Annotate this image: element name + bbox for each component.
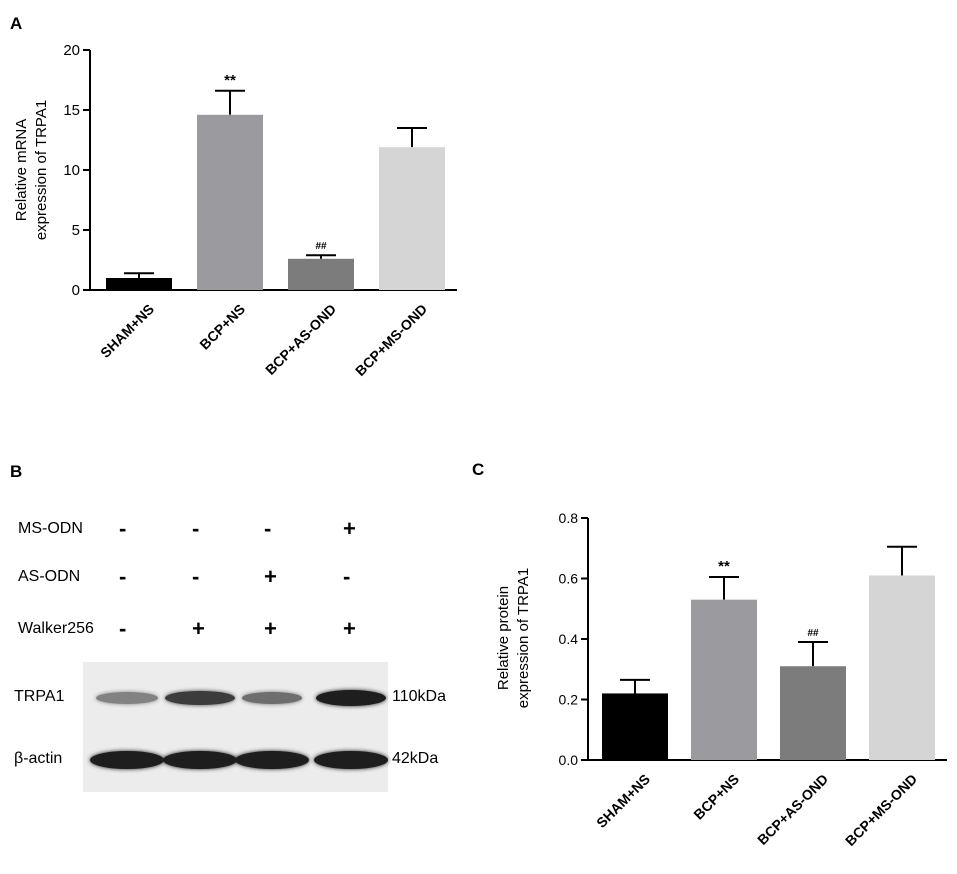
chart-c-bar — [780, 666, 846, 760]
panel-label-c: C — [472, 460, 485, 479]
blot-condition-label: AS-ODN — [18, 568, 81, 585]
chart-a-y-tick-label: 10 — [63, 162, 80, 179]
chart-a-y-tick-label: 20 — [63, 42, 80, 59]
blot-band — [165, 691, 235, 705]
blot-band — [235, 751, 309, 769]
plus-sign: + — [264, 564, 277, 589]
chart-a-significance-mark: ## — [315, 241, 327, 252]
chart-a-bar — [106, 278, 172, 290]
plus-sign: + — [192, 616, 205, 641]
chart-a-y-axis-label: Relative mRNA — [13, 119, 30, 222]
chart-a-y-tick-label: 15 — [63, 102, 80, 119]
blot-band — [96, 692, 158, 704]
chart-c-y-tick-label: 0.6 — [559, 571, 579, 587]
chart-c-bar — [869, 575, 935, 760]
chart-c-y-axis-label: Relative protein — [495, 586, 512, 690]
minus-sign: - — [119, 616, 127, 641]
blot-kda-label: 110kDa — [392, 688, 446, 705]
chart-c-bar — [691, 599, 757, 760]
blot-row-label: β-actin — [14, 750, 63, 767]
chart-c-x-tick-label: BCP+NS — [690, 771, 742, 823]
chart-c-bar — [602, 693, 668, 760]
chart-a-y-tick-label: 5 — [72, 222, 80, 239]
minus-sign: - — [343, 564, 351, 589]
panel-label-b: B — [10, 462, 23, 481]
minus-sign: - — [192, 564, 200, 589]
blot-band — [90, 751, 164, 769]
plus-sign: + — [343, 516, 356, 541]
chart-a-x-tick-label: BCP+AS-OND — [262, 301, 339, 378]
chart-c-y-axis-label: expression of TRPA1 — [515, 568, 532, 708]
chart-c-x-tick-label: BCP+MS-OND — [842, 771, 920, 849]
chart-c-y-tick-label: 0.0 — [559, 752, 579, 768]
blot-band — [316, 690, 386, 706]
blot-band — [314, 751, 388, 769]
blot-kda-label: 42kDa — [392, 750, 439, 767]
blot-condition-label: Walker256 — [18, 620, 94, 637]
panel-label-a: A — [10, 14, 23, 33]
chart-c-y-tick-label: 0.4 — [559, 631, 579, 647]
blot-band — [163, 751, 237, 769]
minus-sign: - — [119, 516, 127, 541]
chart-c-y-tick-label: 0.8 — [559, 510, 579, 526]
chart-a-x-tick-label: BCP+NS — [196, 301, 248, 353]
chart-a-y-tick-label: 0 — [72, 282, 80, 299]
plus-sign: + — [343, 616, 356, 641]
minus-sign: - — [264, 516, 272, 541]
blot-row-label: TRPA1 — [14, 688, 65, 705]
blot-image — [83, 662, 388, 792]
plus-sign: + — [264, 616, 277, 641]
chart-a-bar — [197, 114, 263, 290]
minus-sign: - — [119, 564, 127, 589]
chart-a-significance-mark: ** — [224, 72, 236, 89]
chart-a-x-tick-label: SHAM+NS — [97, 301, 157, 361]
chart-c-y-tick-label: 0.2 — [559, 692, 579, 708]
minus-sign: - — [192, 516, 200, 541]
chart-a-bar — [288, 258, 354, 290]
blot-band — [242, 692, 302, 704]
chart-a-x-tick-label: BCP+MS-OND — [352, 301, 430, 379]
chart-a-bar — [379, 147, 445, 290]
chart-c-significance-mark: ## — [807, 628, 819, 639]
chart-a-y-axis-label: expression of TRPA1 — [33, 100, 50, 240]
blot-condition-label: MS-ODN — [18, 520, 83, 537]
chart-c-x-tick-label: SHAM+NS — [593, 771, 653, 831]
chart-c-significance-mark: ** — [718, 558, 730, 575]
chart-c-x-tick-label: BCP+AS-OND — [754, 771, 831, 848]
